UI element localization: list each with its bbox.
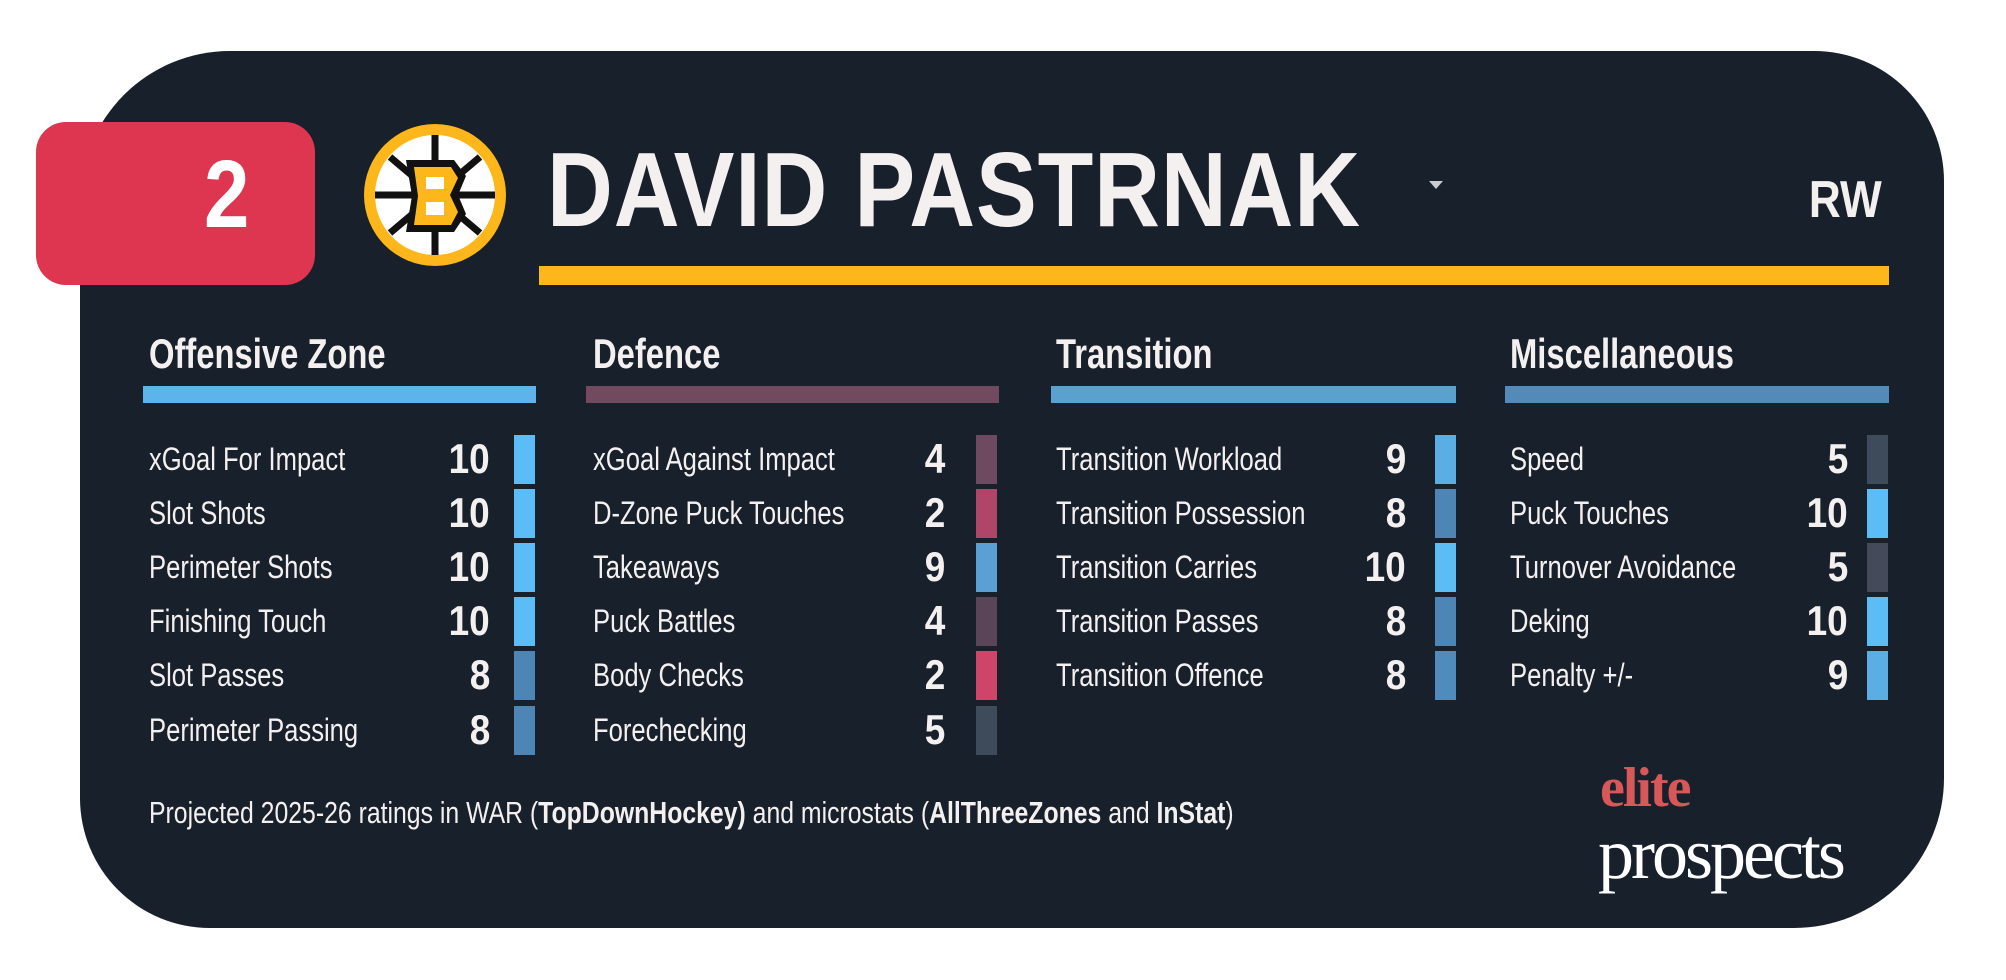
rating-bar [514,597,535,646]
rating-value: 9 [924,543,945,590]
rank-number: 2 [204,141,250,248]
rating-label: xGoal Against Impact [593,441,835,477]
rating-value: 10 [1806,489,1848,536]
rating-value: 8 [1385,651,1406,698]
rating-value: 8 [469,651,490,698]
footer-source-topdownhockey: TopDownHockey) [538,795,746,830]
footer-source-allthreezones: AllThreeZones [929,795,1102,830]
section-title-transition: Transition [1056,330,1213,377]
footer-text: ) [1225,795,1234,830]
footer-text: and microstats ( [745,795,930,830]
rating-bar [1435,597,1456,646]
footer-text: Projected 2025-26 ratings in WAR ( [149,795,539,830]
section-bar-offensive-zone [143,386,536,403]
rating-label: Deking [1510,603,1590,639]
rating-bar [1435,435,1456,484]
rating-bar [1435,543,1456,592]
rating-value: 2 [924,651,945,698]
rating-label: Slot Shots [149,495,266,531]
rating-label: xGoal For Impact [149,441,346,477]
rating-label: Transition Workload [1056,441,1283,477]
rating-label: Body Checks [593,657,744,693]
rating-label: D-Zone Puck Touches [593,495,845,531]
section-bar-defence [586,386,999,403]
rating-value: 2 [924,489,945,536]
brand-logo-elite: elite [1600,757,1691,819]
rating-bar [976,651,997,700]
section-bar-transition [1051,386,1456,403]
rating-label: Transition Offence [1056,657,1264,693]
footer-note: Projected 2025-26 ratings in WAR (TopDow… [149,795,1234,831]
rating-value: 4 [924,597,945,644]
rating-bar [514,706,535,755]
player-position: RW [1809,171,1882,229]
section-title-offensive-zone: Offensive Zone [149,330,386,377]
rating-label: Transition Passes [1056,603,1259,639]
rating-bar [514,435,535,484]
rating-value: 10 [1806,597,1848,644]
rating-bar [514,489,535,538]
rating-value: 9 [1827,651,1848,698]
rating-label: Penalty +/- [1510,657,1634,693]
rating-label: Perimeter Shots [149,549,333,585]
rating-value: 8 [469,706,490,753]
rating-bar [1867,651,1888,700]
rating-value: 8 [1385,489,1406,536]
rating-value: 8 [1385,597,1406,644]
rating-value: 5 [1827,435,1848,482]
rating-label: Takeaways [593,549,720,585]
rating-bar [514,543,535,592]
brand-logo-prospects: prospects [1598,814,1846,894]
rating-value: 5 [924,706,945,753]
section-bar-miscellaneous [1505,386,1889,403]
rating-bar [1867,489,1888,538]
rating-label: Forechecking [593,712,747,748]
rating-value: 10 [448,543,490,590]
rating-bar [1435,489,1456,538]
rating-bar [976,543,997,592]
rating-label: Perimeter Passing [149,712,359,748]
rating-bar [976,706,997,755]
section-title-defence: Defence [593,330,721,377]
rating-value: 5 [1827,543,1848,590]
rating-bar [1867,435,1888,484]
rating-label: Speed [1510,441,1585,477]
rating-label: Transition Possession [1056,495,1306,531]
name-underline [539,266,1889,285]
rating-label: Puck Battles [593,603,736,639]
rating-value: 4 [924,435,945,482]
section-title-miscellaneous: Miscellaneous [1510,330,1734,377]
footer-source-instat: InStat [1156,795,1226,830]
rating-bar [1435,651,1456,700]
rating-label: Puck Touches [1510,495,1669,531]
rating-bar [976,435,997,484]
rating-label: Turnover Avoidance [1510,549,1737,585]
rating-bar [1867,597,1888,646]
rating-label: Finishing Touch [149,603,327,639]
player-name: DAVID PASTRNAK [547,131,1361,249]
rating-bar [1867,543,1888,592]
rating-value: 10 [448,435,490,482]
rating-value: 9 [1385,435,1406,482]
rating-value: 10 [1364,543,1406,590]
rating-bar [514,651,535,700]
footer-text: and [1101,795,1157,830]
rating-value: 10 [448,489,490,536]
rating-value: 10 [448,597,490,644]
rating-bar [976,597,997,646]
dropdown-caret-icon[interactable] [1429,181,1443,189]
rating-label: Slot Passes [149,657,285,693]
rating-bar [976,489,997,538]
rank-badge [36,122,315,285]
bruins-logo-icon [364,124,506,266]
rating-label: Transition Carries [1056,549,1258,585]
